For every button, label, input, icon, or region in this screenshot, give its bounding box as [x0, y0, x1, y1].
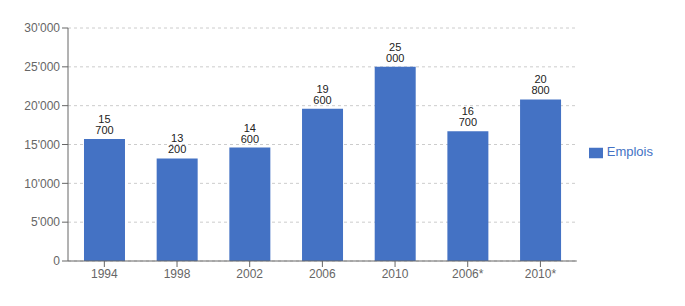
svg-text:1994: 1994 [91, 267, 118, 281]
svg-text:10'000: 10'000 [24, 177, 60, 191]
svg-text:0: 0 [53, 254, 60, 268]
svg-text:20800: 20800 [531, 73, 549, 96]
svg-text:19600: 19600 [313, 83, 331, 106]
svg-text:20'000: 20'000 [24, 99, 60, 113]
svg-text:13200: 13200 [168, 132, 186, 155]
svg-text:2006*: 2006* [452, 267, 484, 281]
svg-text:16700: 16700 [459, 105, 477, 128]
svg-text:2002: 2002 [236, 267, 263, 281]
svg-text:5'000: 5'000 [31, 215, 60, 229]
svg-text:2010: 2010 [382, 267, 409, 281]
svg-text:25'000: 25'000 [24, 60, 60, 74]
svg-text:2006: 2006 [309, 267, 336, 281]
svg-text:25000: 25000 [386, 41, 404, 64]
svg-text:1998: 1998 [164, 267, 191, 281]
svg-text:15'000: 15'000 [24, 138, 60, 152]
svg-text:15700: 15700 [95, 113, 113, 136]
svg-text:2010*: 2010* [525, 267, 557, 281]
html-text:Emplois: Emplois [606, 144, 653, 160]
svg-text:30'000: 30'000 [24, 21, 60, 35]
svg-text:14600: 14600 [241, 122, 259, 145]
